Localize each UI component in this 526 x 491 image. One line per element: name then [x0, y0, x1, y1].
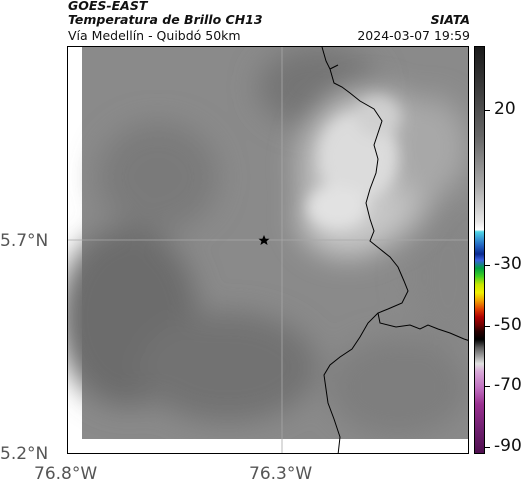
- colorbar-tick: [485, 326, 490, 327]
- lon-label-76.3: 76.3°W: [249, 464, 313, 484]
- colorbar-label-minus30: -30: [494, 254, 522, 274]
- lat-label-5.2: 5.2°N: [0, 444, 49, 464]
- colorbar-tick: [485, 265, 490, 266]
- colorbar-tick: [485, 447, 490, 448]
- map-subtitle: Temperatura de Brillo CH13: [68, 12, 263, 27]
- colorbar-label-minus90: -90: [494, 436, 522, 456]
- coastline-border: [321, 47, 468, 341]
- satellite-map: [68, 47, 468, 453]
- colorbar-tick: [485, 110, 490, 111]
- colorbar: [474, 46, 485, 454]
- colorbar-tick: [485, 386, 490, 387]
- map-title: GOES-EAST: [68, 0, 148, 13]
- colorbar-label-minus50: -50: [494, 315, 522, 335]
- lat-label-5.7: 5.7°N: [0, 231, 49, 251]
- lon-label-76.8: 76.8°W: [34, 464, 98, 484]
- colorbar-label-minus70: -70: [494, 375, 522, 395]
- department-border: [323, 312, 379, 453]
- location-star-icon: [258, 235, 270, 245]
- brand-label: SIATA: [430, 12, 470, 27]
- datetime-label: 2024-03-07 19:59: [357, 28, 470, 43]
- map-location: Vía Medellín - Quibdó 50km: [68, 28, 241, 43]
- map-panel: [67, 46, 469, 454]
- inner-border: [329, 64, 339, 70]
- colorbar-label-20: 20: [494, 99, 516, 119]
